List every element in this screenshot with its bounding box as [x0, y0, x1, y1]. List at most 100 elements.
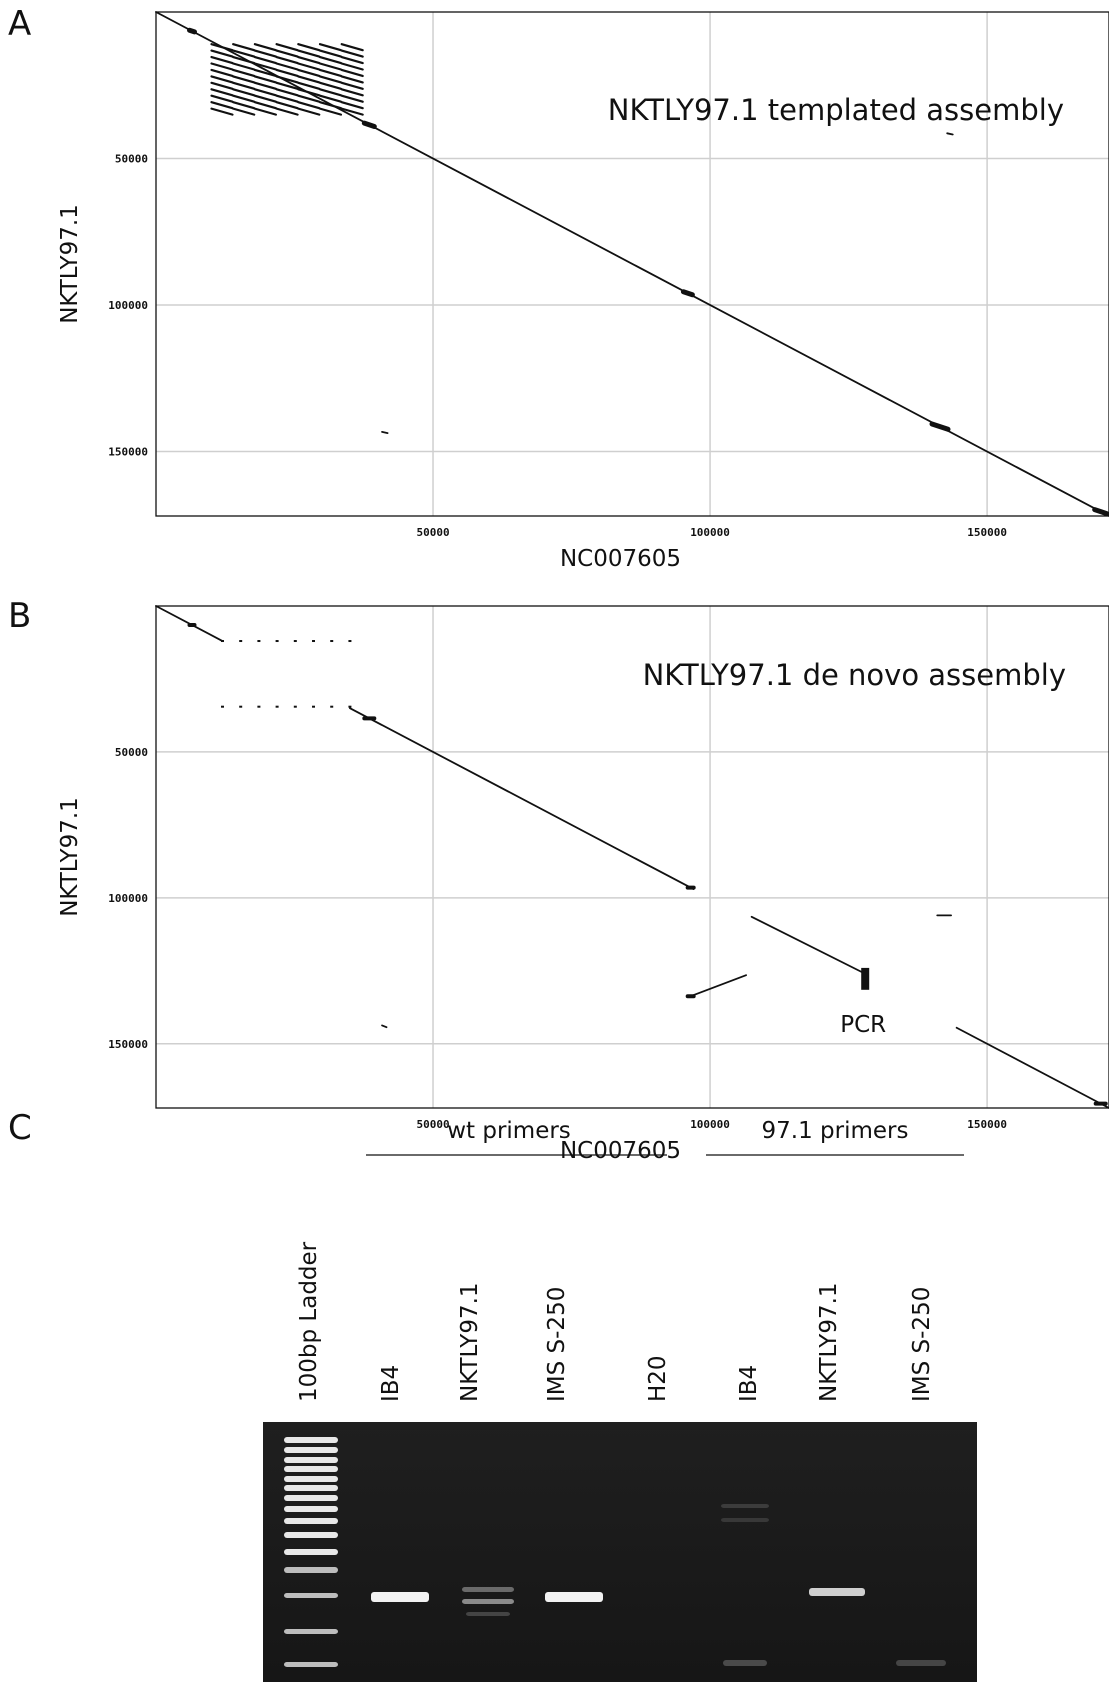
alignment-blob [361, 120, 377, 129]
repeat-dash [210, 55, 234, 65]
repeat-dash [297, 94, 321, 103]
y-tick-label: 50000 [115, 153, 148, 166]
y-axis-title: NKTLY97.1 [57, 204, 83, 324]
lane-label: NKTLY97.1 [457, 1282, 483, 1402]
alignment-segment [689, 974, 747, 998]
repeat-dash [210, 94, 234, 103]
repeat-dash [340, 49, 364, 58]
ladder-band [284, 1549, 338, 1555]
repeat-dash [253, 81, 277, 90]
repeat-dash [297, 107, 321, 116]
repeat-dash [297, 88, 321, 97]
ladder-band [284, 1485, 338, 1491]
repeat-dash [232, 55, 256, 65]
repeat-dash [210, 88, 234, 97]
repeat-dash [275, 88, 299, 97]
alignment-segment [381, 1024, 388, 1029]
repeat-dash [340, 101, 364, 110]
repeat-dash [275, 81, 299, 90]
ladder-band [284, 1447, 338, 1453]
repeat-dash [210, 101, 234, 110]
repeat-dash [297, 55, 321, 65]
repeat-dash [318, 107, 343, 116]
pcr-label: PCR [840, 1012, 886, 1038]
y-tick-label: 150000 [108, 1038, 148, 1051]
repeat-dash [253, 55, 277, 65]
dot-plot-b: 50000 100000 150000 50000 100000 150000 NC0076… [57, 605, 1109, 1164]
alignment-segment [155, 11, 1109, 517]
gel-figure: wt primers 97.1 primers 100bp Ladder IB4 NKT… [263, 1118, 977, 1682]
x-tick-label: 50000 [416, 1118, 449, 1131]
repeat-dash [232, 88, 256, 97]
x-tick-label: 100000 [690, 526, 730, 539]
repeat-dash [340, 62, 364, 71]
plot-frame [155, 11, 1109, 517]
x-tick-label: 150000 [967, 526, 1007, 539]
ladder-band [284, 1662, 338, 1667]
ladder-band [284, 1437, 338, 1443]
lane-label: IMS S-250 [544, 1287, 570, 1402]
repeat-dash [318, 62, 343, 71]
alignment-segment [381, 431, 389, 434]
ladder-band [284, 1506, 338, 1512]
lane-label: IB4 [736, 1365, 762, 1402]
repeat-dash [297, 62, 321, 71]
repeat-dash [275, 94, 299, 103]
x-tick-label: 100000 [690, 1118, 730, 1131]
ladder-band [284, 1532, 338, 1538]
repeat-dash [232, 62, 256, 71]
ladder-band [284, 1518, 338, 1524]
panel-label-b: B [8, 596, 32, 636]
repeat-dash [253, 62, 277, 71]
repeat-dash [210, 81, 234, 90]
primer-group-label: wt primers [447, 1118, 571, 1144]
repeat-dash [318, 94, 343, 103]
repeat-dash [253, 75, 277, 84]
repeat-dash [253, 101, 277, 110]
pcr-marker [861, 967, 870, 990]
repeat-dash [297, 81, 321, 90]
lane-label: IMS S-250 [909, 1287, 935, 1402]
repeat-dash [232, 43, 256, 52]
lane-label: H20 [645, 1355, 671, 1402]
sample-band [545, 1592, 603, 1602]
repeat-dash [275, 75, 299, 84]
alignment-blob [1092, 507, 1109, 517]
alignment-segment [750, 915, 867, 975]
repeat-dash [340, 68, 364, 78]
x-axis-title: NC007605 [560, 1138, 681, 1164]
repeat-dash [253, 88, 277, 97]
repeat-dash [210, 75, 234, 84]
sample-band [721, 1504, 769, 1508]
repeat-dash [297, 49, 321, 58]
repeat-dash [297, 101, 321, 110]
panel-label-a: A [8, 4, 32, 44]
ladder-band [284, 1567, 338, 1573]
repeat-dash [253, 68, 277, 78]
repeat-dash [340, 94, 364, 103]
repeat-dash [210, 43, 234, 52]
sample-band [721, 1518, 769, 1522]
repeat-dash [253, 49, 277, 58]
repeat-dash [275, 107, 299, 116]
repeat-dash [318, 43, 343, 52]
lane-label: 100bp Ladder [296, 1241, 322, 1402]
repeat-dash [297, 68, 321, 78]
repeat-dash [318, 88, 343, 97]
repeat-dash [318, 101, 343, 110]
panel-label-c: C [8, 1108, 32, 1148]
repeat-dash [275, 101, 299, 110]
alignment-segment [946, 132, 954, 136]
repeat-dash [318, 49, 343, 58]
ladder-band [284, 1495, 338, 1501]
sample-band [809, 1588, 865, 1596]
repeat-dash [275, 49, 299, 58]
alignment-blob [929, 421, 951, 432]
y-tick-label: 150000 [108, 446, 148, 459]
repeat-dash [318, 75, 343, 84]
y-tick-label: 50000 [115, 746, 148, 759]
repeat-dash [340, 88, 364, 97]
sample-band [462, 1599, 514, 1604]
repeat-dash [232, 94, 256, 103]
repeat-dash [232, 101, 256, 110]
